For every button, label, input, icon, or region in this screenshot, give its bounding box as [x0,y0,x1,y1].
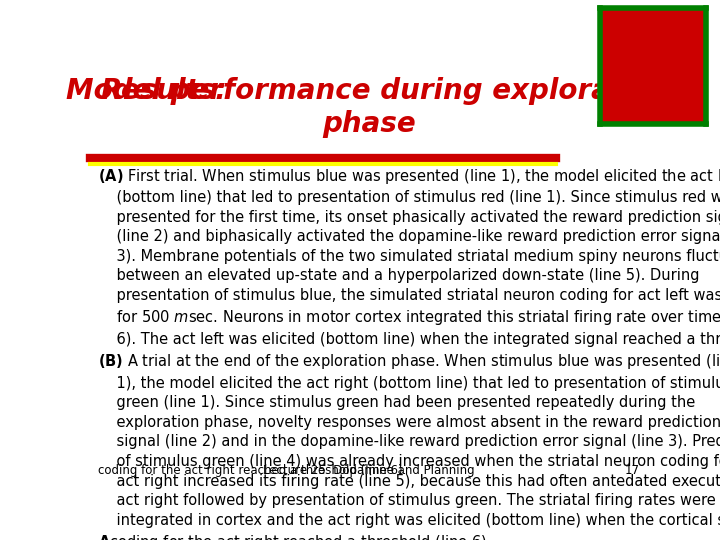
Text: Model performance during exploration
phase: Model performance during exploration pha… [66,77,672,138]
Text: 17: 17 [625,464,639,477]
Text: $\bf{(A)}$ First trial. When stimulus blue was presented (line 1), the model eli: $\bf{(A)}$ First trial. When stimulus bl… [99,167,720,540]
Text: Lecture 25. Dopamine and Planning: Lecture 25. Dopamine and Planning [264,464,474,477]
Text: coding for the act right reached a threshold (line 6).: coding for the act right reached a thres… [99,464,407,477]
Text: USC: USC [621,85,685,113]
Text: Results:: Results: [101,77,236,105]
